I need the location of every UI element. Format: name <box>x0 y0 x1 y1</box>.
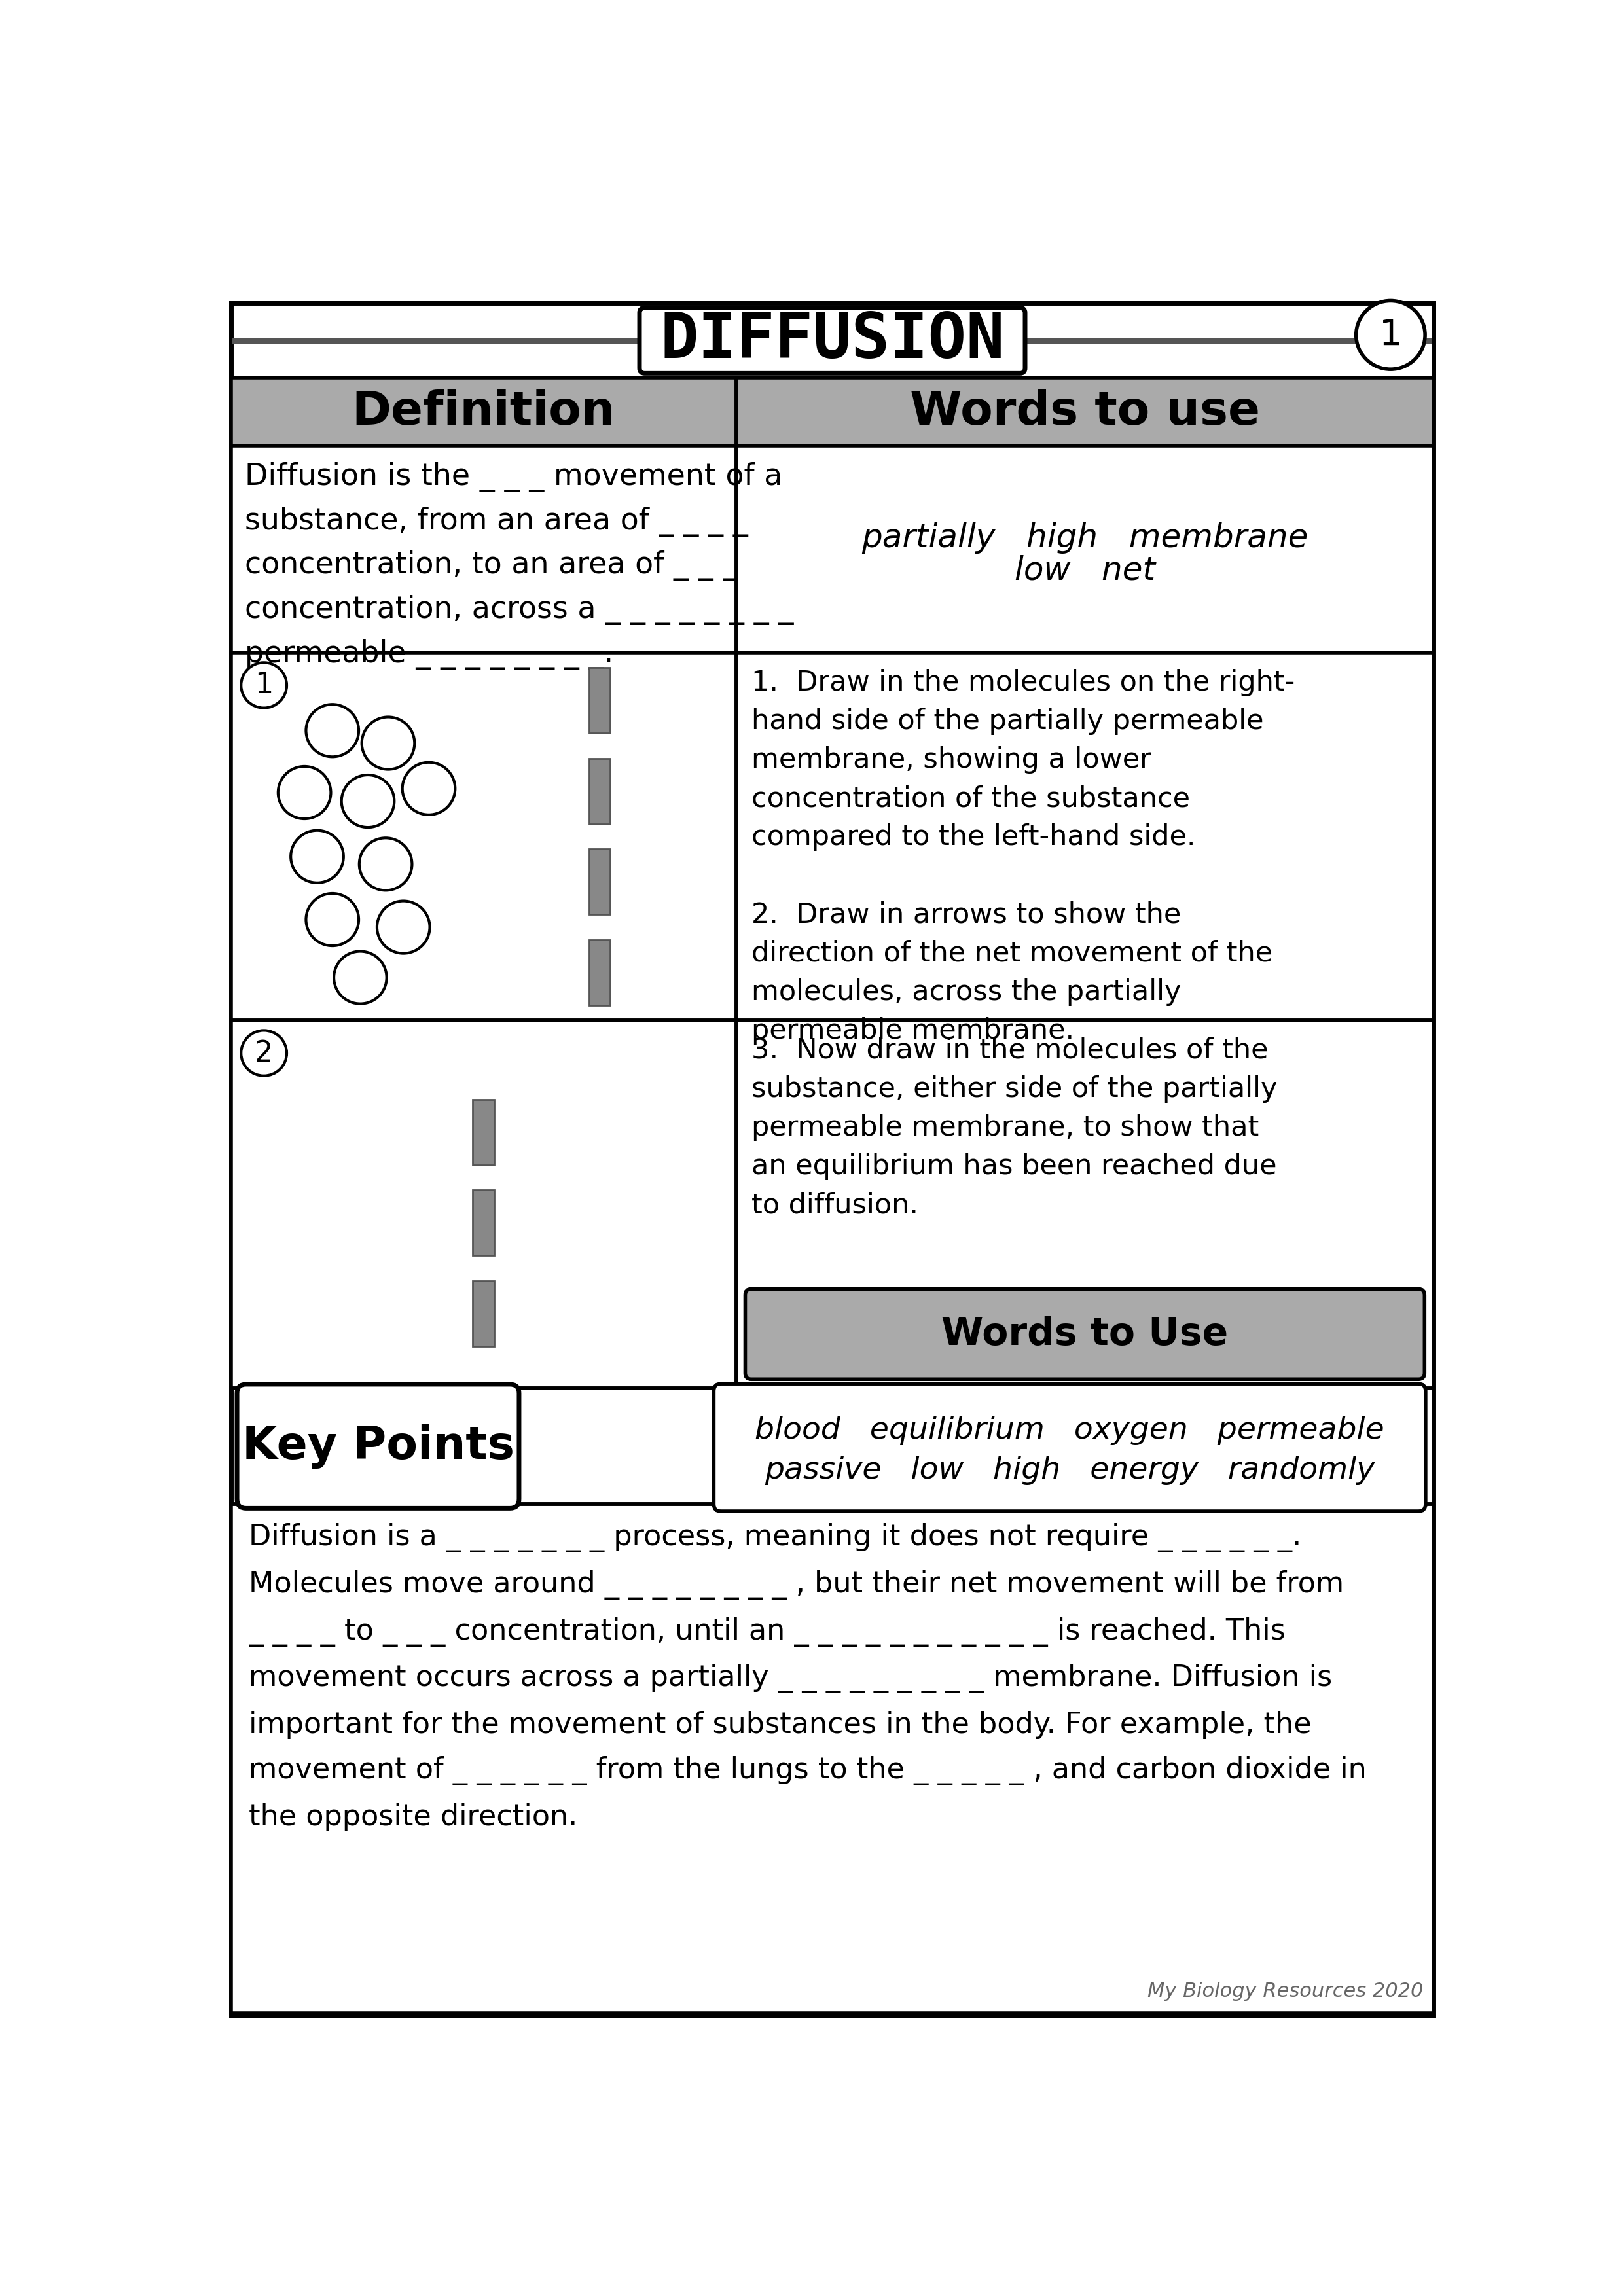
Bar <box>736 445 1434 652</box>
Circle shape <box>240 664 287 707</box>
Bar <box>231 445 736 652</box>
FancyBboxPatch shape <box>715 1384 1426 1511</box>
Circle shape <box>305 705 359 758</box>
Circle shape <box>362 716 414 769</box>
Text: 1: 1 <box>255 670 273 700</box>
Circle shape <box>335 951 387 1003</box>
Circle shape <box>377 900 430 953</box>
Text: blood   equilibrium   oxygen   permeable: blood equilibrium oxygen permeable <box>755 1417 1384 1444</box>
FancyBboxPatch shape <box>237 1384 520 1508</box>
Text: 2: 2 <box>255 1040 273 1068</box>
Bar <box>231 652 736 1019</box>
Circle shape <box>341 776 395 827</box>
Text: Key Points: Key Points <box>242 1424 515 1469</box>
Text: partially   high   membrane: partially high membrane <box>862 523 1309 553</box>
Bar <box>736 379 1434 445</box>
Text: Words to Use: Words to Use <box>942 1316 1228 1352</box>
Bar <box>232 338 643 344</box>
Bar <box>473 1189 494 1256</box>
Bar <box>736 1019 1434 1389</box>
Text: DIFFUSION: DIFFUSION <box>659 310 1005 372</box>
Text: Diffusion is the _ _ _ movement of a
substance, from an area of _ _ _ _
concentr: Diffusion is the _ _ _ movement of a sub… <box>245 461 794 670</box>
Text: Words to use: Words to use <box>909 390 1260 434</box>
Text: Definition: Definition <box>352 390 615 434</box>
Bar <box>473 1100 494 1164</box>
FancyBboxPatch shape <box>640 308 1025 374</box>
Bar <box>231 379 736 445</box>
Bar <box>231 1389 1434 1504</box>
FancyBboxPatch shape <box>745 1288 1424 1380</box>
Bar <box>590 850 611 914</box>
Bar <box>473 1281 494 1345</box>
Circle shape <box>291 831 344 882</box>
Bar <box>590 668 611 732</box>
Circle shape <box>403 762 455 815</box>
Circle shape <box>240 1031 287 1077</box>
Circle shape <box>305 893 359 946</box>
Bar <box>231 1504 1434 2014</box>
Circle shape <box>1356 301 1426 370</box>
Text: 1.  Draw in the molecules on the right-
hand side of the partially permeable
mem: 1. Draw in the molecules on the right- h… <box>752 668 1294 1045</box>
Circle shape <box>278 767 331 820</box>
Text: My Biology Resources 2020: My Biology Resources 2020 <box>1148 1981 1424 2000</box>
Bar <box>736 652 1434 1019</box>
Bar <box>1021 338 1432 344</box>
Circle shape <box>359 838 412 891</box>
Bar <box>231 1019 736 1389</box>
Text: 3.  Now draw in the molecules of the
substance, either side of the partially
per: 3. Now draw in the molecules of the subs… <box>752 1035 1276 1219</box>
Bar <box>590 939 611 1006</box>
Text: low   net: low net <box>1015 556 1155 585</box>
Bar <box>231 303 1434 379</box>
Text: passive   low   high   energy   randomly: passive low high energy randomly <box>765 1456 1376 1486</box>
Bar <box>590 758 611 824</box>
Text: 1: 1 <box>1379 317 1402 354</box>
Text: Diffusion is a _ _ _ _ _ _ _ process, meaning it does not require _ _ _ _ _ _.
M: Diffusion is a _ _ _ _ _ _ _ process, me… <box>248 1522 1366 1830</box>
